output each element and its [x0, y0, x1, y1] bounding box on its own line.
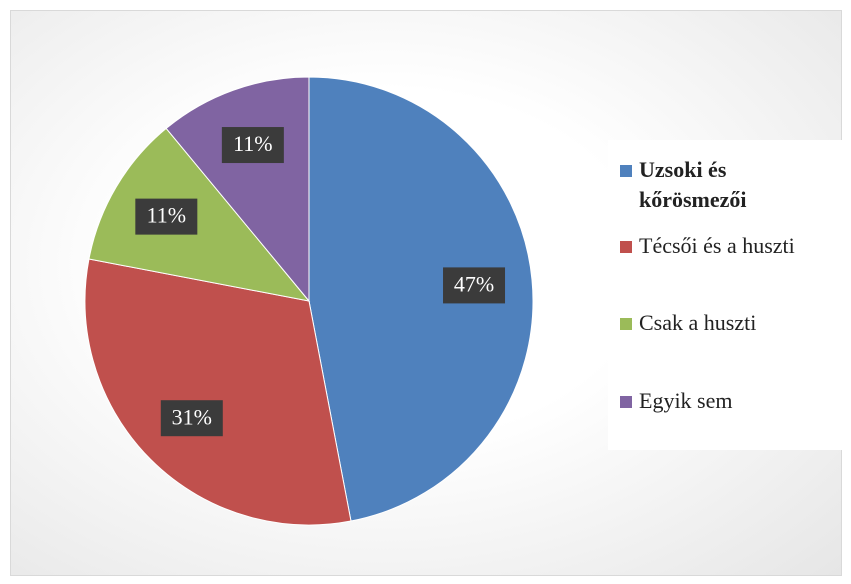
legend-swatch — [620, 165, 632, 177]
pie-slice — [84, 258, 352, 526]
data-label: 31% — [172, 404, 212, 429]
legend: Uzsoki és kőrösmezői Técsői és a huszti Cs… — [608, 140, 845, 450]
data-label: 11% — [147, 203, 187, 228]
legend-entry: Egyik sem — [620, 386, 839, 416]
legend-label: Csak a huszti — [639, 310, 757, 335]
legend-swatch — [620, 318, 632, 330]
legend-swatch — [620, 396, 632, 408]
legend-entry: Técsői és a huszti — [620, 231, 839, 261]
data-label-box — [221, 127, 284, 164]
legend-label: Uzsoki és kőrösmezői — [639, 157, 747, 212]
data-label-box — [160, 400, 223, 437]
pie-slice — [308, 76, 534, 522]
data-label-box — [135, 198, 198, 235]
pie-slice — [88, 127, 311, 302]
data-label: 47% — [454, 271, 494, 296]
legend-swatch — [620, 241, 632, 253]
legend-label: Egyik sem — [639, 388, 733, 413]
legend-label: Técsői és a huszti — [639, 233, 795, 258]
data-label: 11% — [233, 131, 273, 156]
data-label-box — [443, 267, 506, 304]
legend-entry: Uzsoki és kőrösmezői — [620, 155, 789, 215]
legend-entry: Csak a huszti — [620, 308, 839, 338]
